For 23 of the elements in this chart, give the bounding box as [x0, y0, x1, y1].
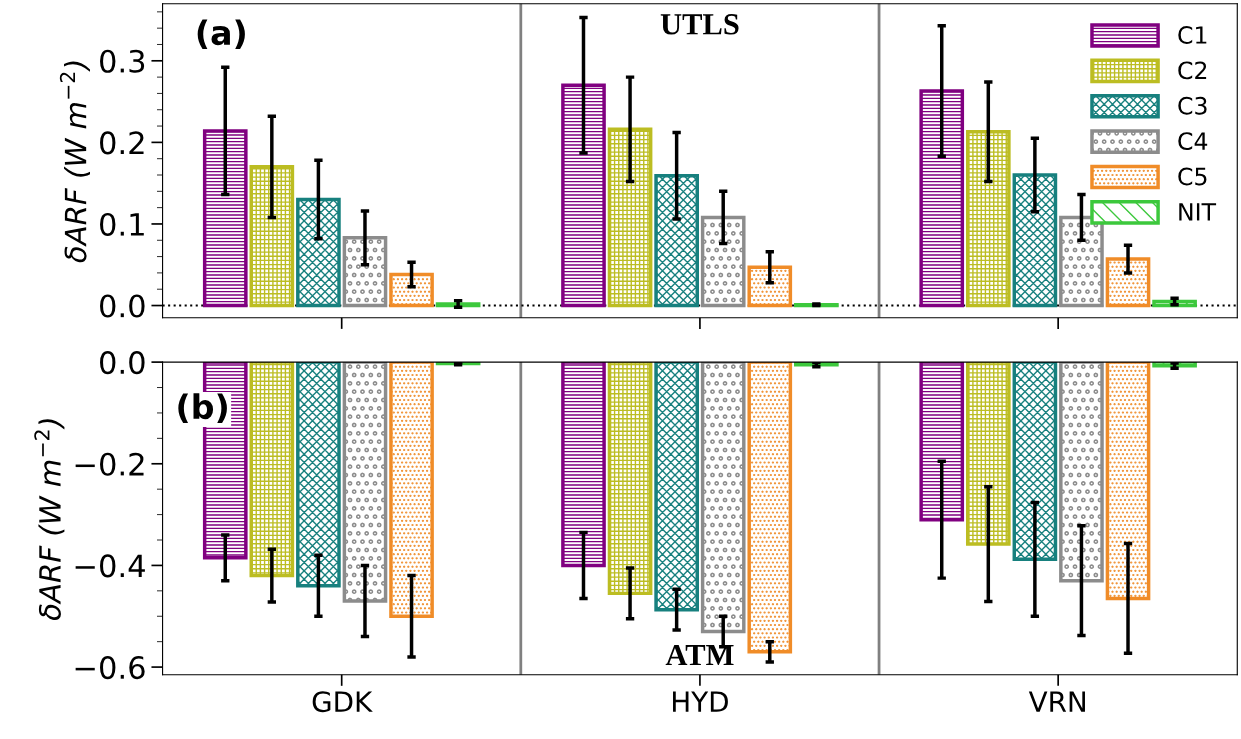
legend-label: NIT — [1179, 203, 1217, 221]
legend-label: C3 — [1178, 96, 1207, 115]
legend-label: C2 — [1178, 61, 1207, 80]
y-tick-label: 0.3 — [100, 49, 145, 73]
y-axis-title: δARF (W m$^{−2}$) — [34, 419, 65, 620]
annotation: (b) — [178, 393, 227, 424]
annotation: UTLS — [660, 14, 739, 35]
y-tick-label: 0.1 — [100, 212, 144, 236]
y-tick-label: −0.4 — [75, 554, 145, 578]
legend-label: C4 — [1178, 132, 1208, 151]
y-tick-label: 0.0 — [100, 351, 145, 375]
x-tick-label: GDK — [312, 691, 373, 713]
annotation: (a) — [197, 19, 245, 50]
y-tick-label: −0.6 — [75, 656, 145, 680]
x-tick-label: VRN — [1028, 691, 1085, 712]
legend-label: C1 — [1178, 26, 1207, 44]
x-tick-label: HYD — [673, 691, 728, 712]
y-tick-label: 0.2 — [100, 131, 144, 155]
legend-label: C5 — [1178, 167, 1207, 186]
annotation: ATM — [665, 644, 734, 666]
y-tick-label: −0.2 — [75, 452, 144, 476]
y-tick-label: 0.0 — [100, 294, 145, 318]
y-axis-title: δARF (W m$^{−2}$) — [59, 61, 91, 263]
